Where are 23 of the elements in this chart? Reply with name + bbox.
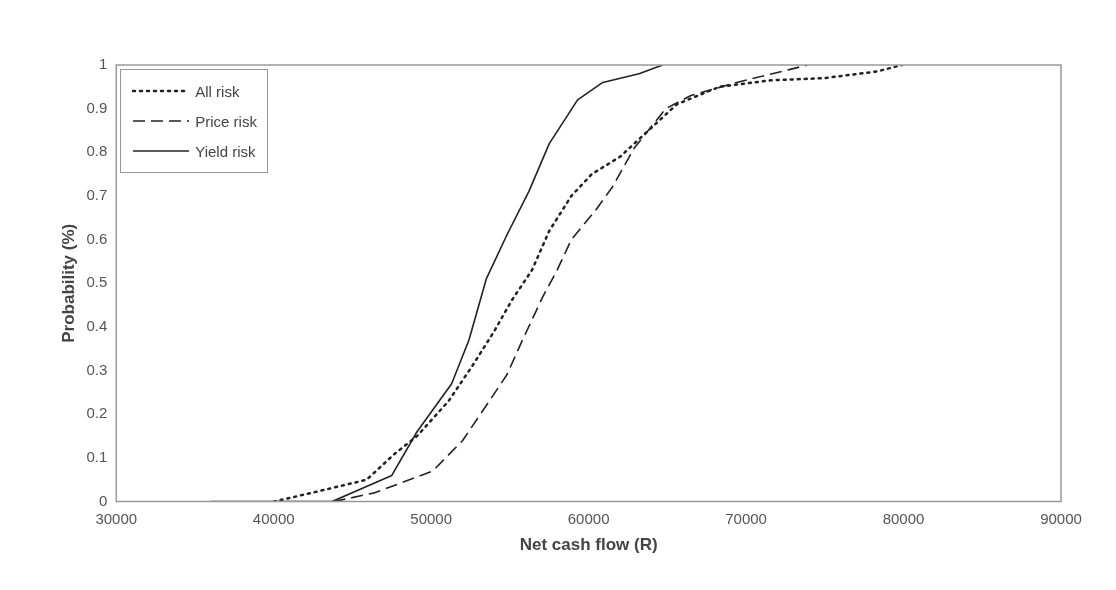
legend-label: Price risk	[195, 112, 257, 130]
y-tick-label: 0.7	[86, 186, 108, 204]
x-tick-label: 90000	[1040, 509, 1082, 527]
legend-label: Yield risk	[195, 142, 256, 160]
legend-label: All risk	[195, 82, 240, 100]
y-tick-label: 0	[98, 491, 108, 509]
y-tick-label: 0.6	[86, 229, 108, 247]
y-tick-label: 0.8	[86, 142, 108, 160]
y-tick-label: 0.1	[86, 448, 108, 466]
y-tick-label: 0.4	[86, 317, 108, 335]
x-tick-label: 80000	[882, 509, 925, 527]
y-axis-title: Probability (%)	[58, 223, 78, 343]
y-tick-label: 0.2	[86, 404, 108, 422]
y-tick-label: 1	[98, 55, 108, 73]
x-tick-label: 40000	[252, 509, 295, 527]
x-axis-title: Net cash flow (R)	[519, 535, 658, 555]
x-tick-label: 30000	[95, 509, 138, 527]
x-tick-label: 50000	[410, 509, 453, 527]
x-tick-label: 60000	[567, 509, 610, 527]
x-tick-label: 70000	[725, 509, 767, 527]
y-tick-label: 0.3	[86, 360, 108, 378]
y-tick-label: 0.5	[86, 273, 108, 291]
y-tick-label: 0.9	[86, 98, 108, 116]
